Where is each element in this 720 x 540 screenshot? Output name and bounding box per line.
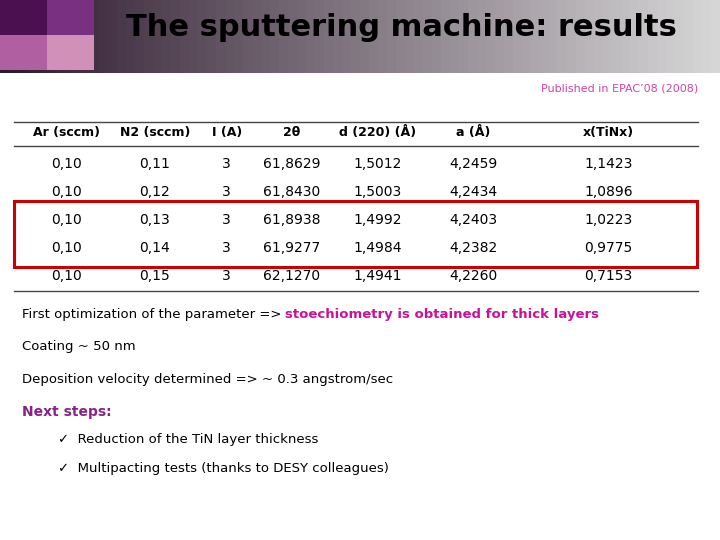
Text: 1,4984: 1,4984 xyxy=(354,241,402,255)
Text: 0,10: 0,10 xyxy=(51,241,82,255)
Text: 0,15: 0,15 xyxy=(140,269,170,284)
Text: First optimization of the parameter =>: First optimization of the parameter => xyxy=(22,308,285,321)
Text: 1,4941: 1,4941 xyxy=(354,269,402,284)
Text: Next steps:: Next steps: xyxy=(22,405,111,419)
Text: 61,8629: 61,8629 xyxy=(263,157,320,171)
Text: ✓  Reduction of the TiN layer thickness: ✓ Reduction of the TiN layer thickness xyxy=(58,433,318,446)
Text: ✓  Multipacting tests (thanks to DESY colleagues): ✓ Multipacting tests (thanks to DESY col… xyxy=(58,462,389,475)
Text: 0,10: 0,10 xyxy=(51,269,82,284)
Text: 0,12: 0,12 xyxy=(140,185,170,199)
Text: 61,8938: 61,8938 xyxy=(263,213,320,227)
Text: 3: 3 xyxy=(222,185,231,199)
Text: d (220) (Å): d (220) (Å) xyxy=(339,126,417,139)
Text: Deposition velocity determined => ~ 0.3 angstrom/sec: Deposition velocity determined => ~ 0.3 … xyxy=(22,373,392,386)
Text: stoechiometry is obtained for thick layers: stoechiometry is obtained for thick laye… xyxy=(285,308,599,321)
Text: 0,13: 0,13 xyxy=(140,213,170,227)
Text: 0,10: 0,10 xyxy=(51,213,82,227)
Text: 1,1423: 1,1423 xyxy=(584,157,633,171)
Text: 4,2434: 4,2434 xyxy=(449,185,498,199)
Text: 3: 3 xyxy=(222,157,231,171)
Text: N2 (sccm): N2 (sccm) xyxy=(120,126,190,139)
Text: 4,2403: 4,2403 xyxy=(449,213,498,227)
Text: 4,2459: 4,2459 xyxy=(449,157,498,171)
Text: 3: 3 xyxy=(222,269,231,284)
Text: a (Å): a (Å) xyxy=(456,126,490,139)
Text: Ar (sccm): Ar (sccm) xyxy=(33,126,100,139)
Text: 0,10: 0,10 xyxy=(51,157,82,171)
Text: 1,0223: 1,0223 xyxy=(584,213,633,227)
Text: 4,2382: 4,2382 xyxy=(449,241,498,255)
Text: I (A): I (A) xyxy=(212,126,242,139)
Text: 1,4992: 1,4992 xyxy=(354,213,402,227)
Text: 1,0896: 1,0896 xyxy=(584,185,633,199)
Text: 0,14: 0,14 xyxy=(140,241,170,255)
Text: 62,1270: 62,1270 xyxy=(263,269,320,284)
Text: 1,5003: 1,5003 xyxy=(354,185,402,199)
Text: Coating ~ 50 nm: Coating ~ 50 nm xyxy=(22,340,135,353)
Text: The sputtering machine: results: The sputtering machine: results xyxy=(126,14,677,43)
Text: 3: 3 xyxy=(222,241,231,255)
Text: 0,10: 0,10 xyxy=(51,185,82,199)
Text: 0,7153: 0,7153 xyxy=(584,269,633,284)
Text: 3: 3 xyxy=(222,213,231,227)
Text: x(TiNx): x(TiNx) xyxy=(582,126,634,139)
Text: 61,8430: 61,8430 xyxy=(263,185,320,199)
Text: Published in EPAC’08 (2008): Published in EPAC’08 (2008) xyxy=(541,84,698,94)
Text: 1,5012: 1,5012 xyxy=(354,157,402,171)
Text: 0,9775: 0,9775 xyxy=(584,241,633,255)
Text: 61,9277: 61,9277 xyxy=(263,241,320,255)
Text: 4,2260: 4,2260 xyxy=(449,269,498,284)
Text: 2θ: 2θ xyxy=(283,126,300,139)
Text: 0,11: 0,11 xyxy=(140,157,170,171)
